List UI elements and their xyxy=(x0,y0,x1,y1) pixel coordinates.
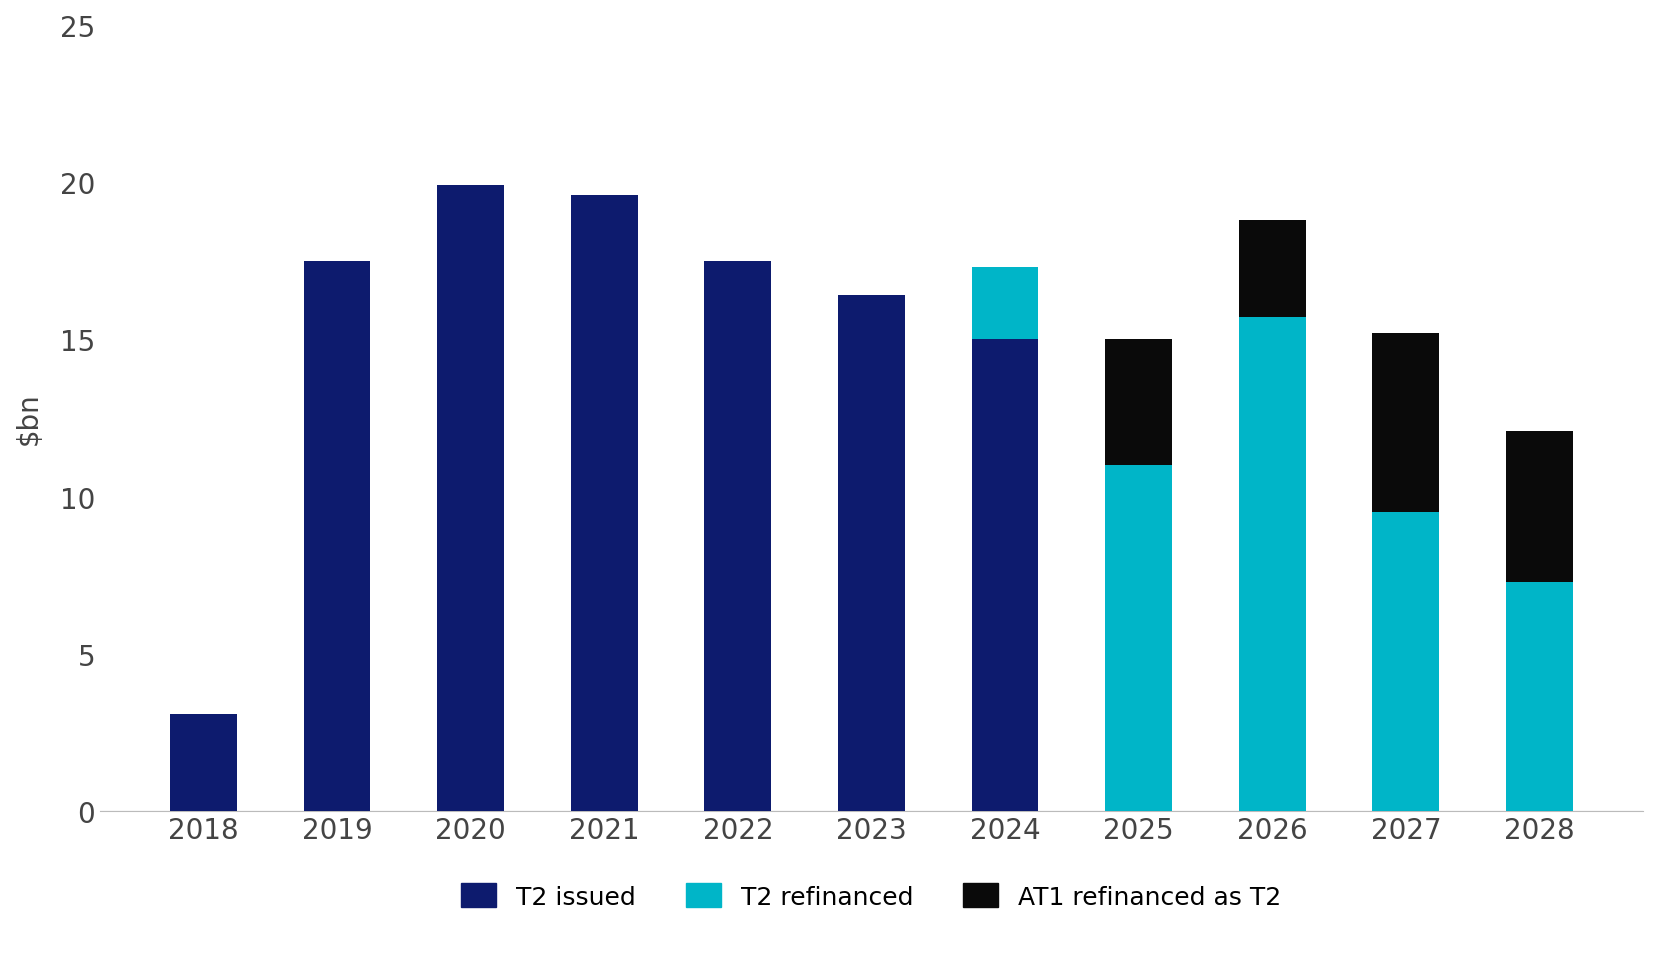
Bar xyxy=(1238,318,1304,812)
Bar xyxy=(437,186,504,812)
Bar xyxy=(570,196,638,812)
Bar xyxy=(303,261,370,812)
Bar xyxy=(1372,333,1438,512)
Y-axis label: $bn: $bn xyxy=(15,392,43,445)
Bar xyxy=(971,268,1037,340)
Bar xyxy=(171,714,237,812)
Bar xyxy=(837,296,905,812)
Bar xyxy=(1105,340,1171,466)
Bar xyxy=(1105,466,1171,812)
Legend: T2 issued, T2 refinanced, AT1 refinanced as T2: T2 issued, T2 refinanced, AT1 refinanced… xyxy=(461,883,1281,909)
Bar xyxy=(1372,512,1438,812)
Bar xyxy=(971,340,1037,812)
Bar xyxy=(1238,221,1304,318)
Bar xyxy=(704,261,771,812)
Bar xyxy=(1505,431,1572,582)
Bar xyxy=(1505,582,1572,812)
